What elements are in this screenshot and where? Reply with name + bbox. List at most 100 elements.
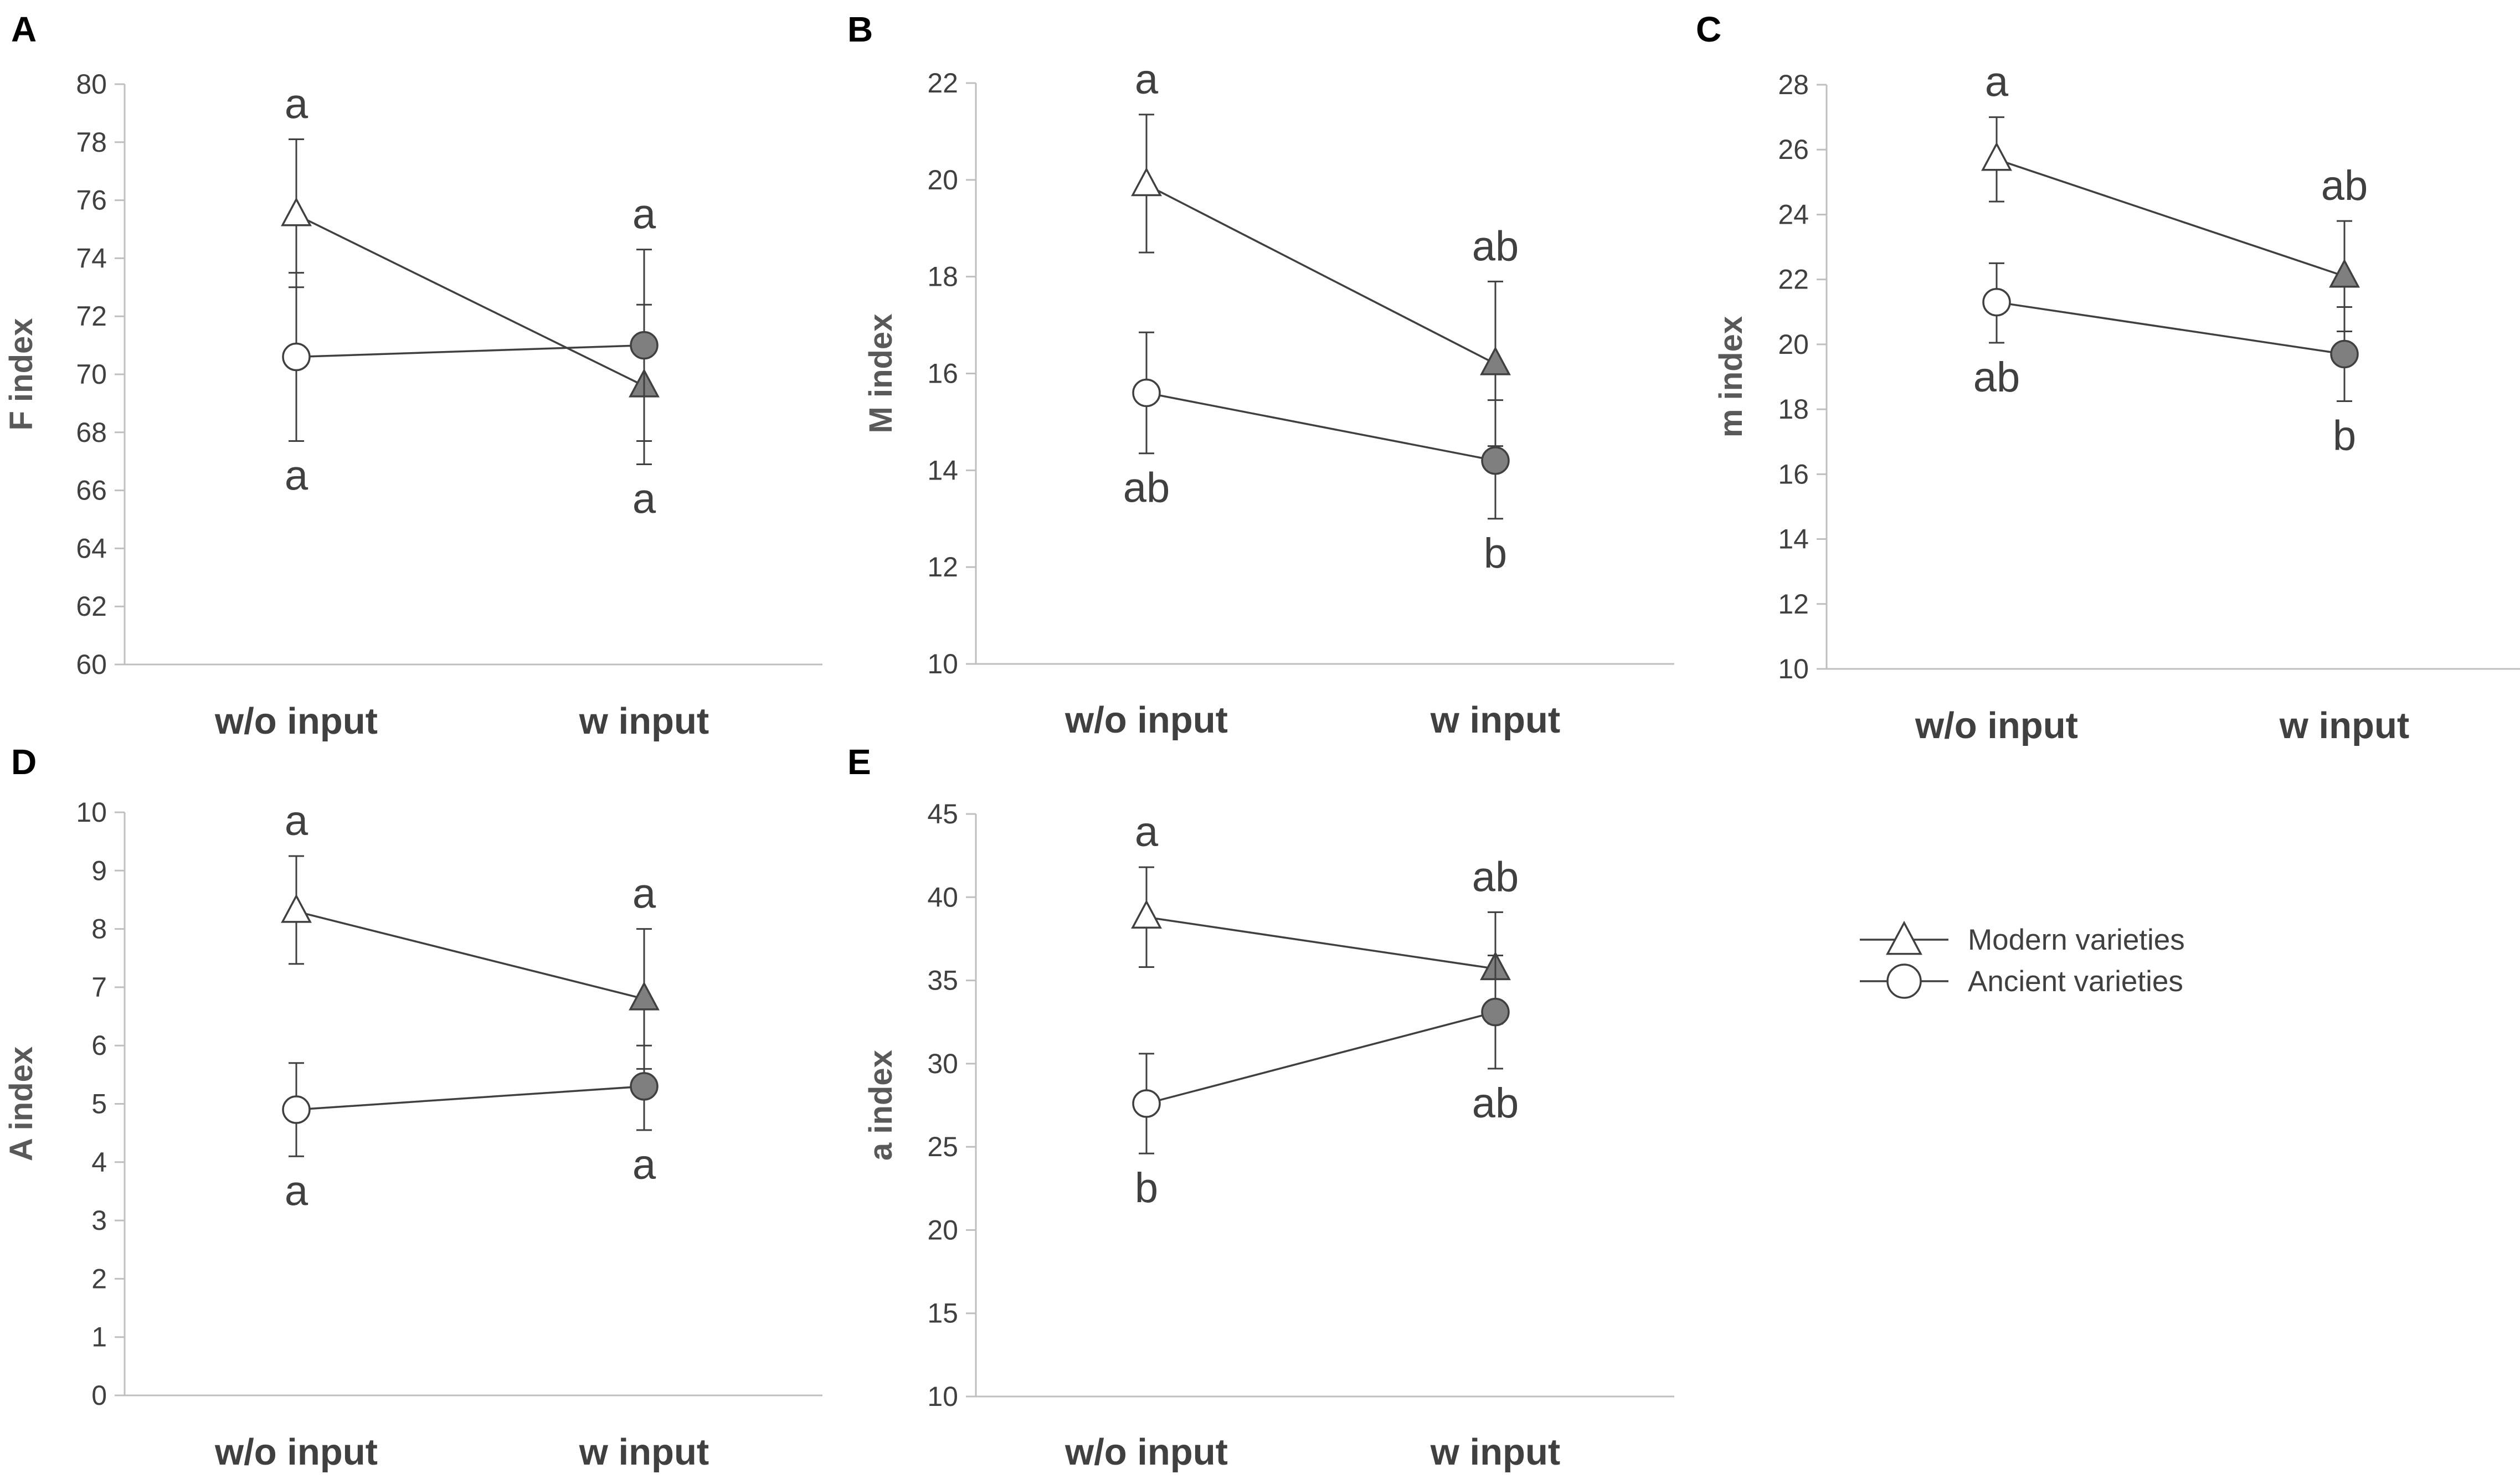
series-ancient: ab b — [1123, 331, 1510, 577]
series-line — [1146, 1011, 1496, 1105]
significance-letter: a — [285, 797, 308, 844]
significance-letter: a — [632, 475, 656, 522]
series-modern: aa — [281, 797, 660, 1070]
series-line — [296, 910, 645, 1000]
data-point-ancient — [1481, 446, 1510, 475]
series-line — [1146, 916, 1496, 970]
series-line — [296, 344, 645, 358]
y-tick-label: 18 — [1778, 394, 1809, 425]
y-tick-label: 20 — [1778, 329, 1809, 360]
y-tick-label: 15 — [927, 1298, 958, 1329]
panel-letter: B — [847, 9, 873, 49]
y-tick-label: 66 — [76, 475, 107, 506]
x-category-label: w/o input — [1064, 1431, 1228, 1473]
y-tick-label: 22 — [927, 68, 958, 99]
data-point-modern — [629, 981, 660, 1011]
y-tick-label: 14 — [927, 455, 958, 486]
data-point-ancient — [630, 331, 659, 360]
data-point-ancient — [2330, 339, 2359, 369]
y-tick-label: 9 — [91, 855, 107, 886]
x-category-label: w input — [579, 1431, 709, 1473]
y-tick-label: 20 — [927, 164, 958, 195]
data-point-modern — [281, 894, 312, 923]
y-tick-label: 12 — [927, 552, 958, 583]
y-tick-label: 64 — [76, 533, 107, 564]
data-point-ancient — [630, 1072, 659, 1101]
y-tick-label: 40 — [927, 882, 958, 913]
data-point-ancient — [1982, 287, 2011, 317]
series-modern: aa — [281, 81, 660, 522]
y-tick-label: 74 — [76, 243, 107, 274]
series-ancient: ab b — [1973, 262, 2359, 459]
y-tick-label: 22 — [1778, 264, 1809, 295]
series-modern: a ab — [1131, 808, 1519, 1025]
significance-letter: a — [285, 452, 308, 499]
significance-letter: b — [2333, 412, 2356, 459]
y-axis-label: F index — [3, 318, 39, 430]
x-category-label: w input — [1430, 1431, 1560, 1473]
significance-letter: a — [1135, 808, 1159, 856]
y-tick-label: 0 — [91, 1380, 107, 1411]
panel-letter: A — [11, 9, 37, 49]
significance-letter: a — [285, 81, 308, 128]
y-axis-label: a index — [863, 1050, 899, 1161]
significance-letter: ab — [1123, 465, 1170, 512]
legend-circle-icon — [1886, 963, 1922, 999]
y-tick-label: 10 — [1778, 653, 1809, 684]
y-tick-label: 45 — [927, 798, 958, 829]
y-axis-label: M index — [863, 314, 899, 434]
y-tick-label: 6 — [91, 1030, 107, 1061]
data-point-ancient — [1132, 378, 1161, 408]
significance-letter: b — [1135, 1164, 1158, 1212]
series-modern: a ab — [1981, 59, 2368, 332]
series-line — [1996, 301, 2345, 355]
data-point-modern — [1131, 167, 1162, 197]
panel-letter: E — [847, 742, 871, 782]
y-tick-label: 1 — [91, 1322, 107, 1353]
x-category-label: w/o input — [1064, 699, 1228, 741]
series-modern: a ab — [1131, 56, 1519, 447]
panel-c: C 10 12 14 16 18 20 22 24 26 28 m index w/o input w i… — [1696, 9, 2520, 746]
data-point-modern — [281, 197, 312, 226]
y-tick-label: 30 — [927, 1048, 958, 1079]
legend-label-modern: Modern varieties — [1968, 924, 2185, 956]
y-tick-label: 28 — [1778, 69, 1809, 100]
y-tick-label: 10 — [76, 797, 107, 828]
significance-letter: a — [632, 191, 656, 238]
y-tick-label: 8 — [91, 914, 107, 945]
y-tick-label: 80 — [76, 69, 107, 100]
data-point-modern — [1981, 142, 2012, 171]
x-category-label: w/o input — [1915, 705, 2078, 746]
y-tick-label: 76 — [76, 185, 107, 216]
data-point-modern — [1131, 899, 1162, 929]
significance-letter: ab — [1973, 354, 2020, 401]
x-category-label: w input — [2279, 705, 2409, 746]
significance-letter: ab — [1472, 1080, 1519, 1127]
series-line — [1146, 184, 1496, 365]
y-tick-label: 24 — [1778, 199, 1809, 230]
y-tick-label: 68 — [76, 417, 107, 448]
series-ancient: aa — [282, 1044, 659, 1214]
y-tick-label: 18 — [927, 261, 958, 292]
y-tick-label: 62 — [76, 591, 107, 622]
data-point-ancient — [1132, 1089, 1161, 1118]
y-tick-label: 5 — [91, 1089, 107, 1120]
y-tick-label: 35 — [927, 965, 958, 996]
y-tick-label: 26 — [1778, 134, 1809, 165]
y-axis-label: m index — [1713, 316, 1749, 437]
significance-letter: a — [1985, 59, 2009, 106]
y-tick-label: 7 — [91, 972, 107, 1003]
legend-triangle-icon — [1886, 920, 1922, 955]
y-tick-label: 25 — [927, 1131, 958, 1162]
data-point-ancient — [282, 342, 311, 372]
series-line — [296, 214, 645, 387]
y-tick-label: 14 — [1778, 524, 1809, 555]
y-tick-label: 10 — [927, 648, 958, 679]
series-ancient: aa — [282, 191, 659, 499]
y-tick-label: 72 — [76, 301, 107, 332]
panel-letter: D — [11, 742, 37, 782]
data-point-modern — [1480, 346, 1511, 375]
significance-letter: ab — [1472, 853, 1519, 900]
panel-letter: C — [1696, 9, 1721, 49]
